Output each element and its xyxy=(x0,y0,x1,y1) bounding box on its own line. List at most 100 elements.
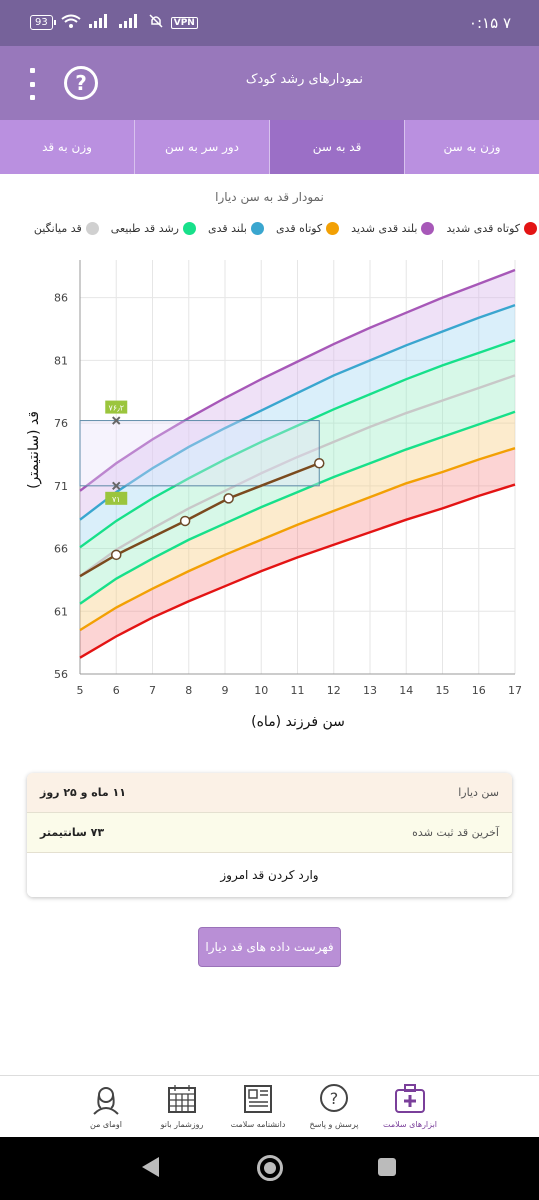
question-bubble-icon: ? xyxy=(320,1084,348,1112)
age-label: سن دیارا xyxy=(458,786,499,799)
legend-swatch xyxy=(421,222,435,235)
x-tick-label: 10 xyxy=(254,684,268,697)
legend-item: کوتاه قدی xyxy=(275,222,340,235)
percentile-curve xyxy=(79,447,516,632)
range-highlight xyxy=(79,420,320,487)
y-axis-label: قد (سانتیمتر) xyxy=(26,411,42,489)
woman-avatar-icon xyxy=(93,1087,119,1115)
tab-height-for-age[interactable]: قد به سن xyxy=(269,120,404,174)
x-tick-label: 11 xyxy=(291,684,305,697)
nav-qa[interactable]: ? پرسش و پاسخ xyxy=(289,1082,379,1129)
percentile-band xyxy=(80,270,515,520)
y-tick-label: 81 xyxy=(54,354,68,367)
muted-bell-icon xyxy=(149,14,163,31)
legend-swatch xyxy=(524,222,537,235)
home-icon[interactable] xyxy=(257,1155,283,1181)
status-bar: 93 VPN ۷ ۰:۱۵ xyxy=(0,0,539,46)
x-tick-label: 5 xyxy=(77,684,84,697)
age-row: سن دیارا ۱۱ ماه و ۲۵ روز xyxy=(27,773,512,813)
nav-label: پرسش و پاسخ xyxy=(309,1120,359,1129)
overflow-menu-icon[interactable] xyxy=(28,68,36,100)
marker-label: ۷۶٫۲ xyxy=(109,404,125,413)
legend-item: رشد قد طبیعی xyxy=(111,222,196,235)
page-title: نمودارهای رشد کودک xyxy=(245,72,363,87)
percentile-band xyxy=(80,305,515,548)
child-data-point xyxy=(314,457,325,469)
y-tick-label: 61 xyxy=(54,605,68,618)
percentile-curve xyxy=(79,483,516,659)
enter-height-button[interactable]: وارد کردن قد امروز xyxy=(27,853,512,897)
last-height-row: آخرین قد ثبت شده ۷۳ سانتیمتر xyxy=(27,813,512,853)
nav-label: دانشنامه سلامت xyxy=(230,1120,286,1129)
percentile-curve xyxy=(79,374,516,578)
svg-text:?: ? xyxy=(330,1089,339,1108)
percentile-curve xyxy=(79,410,516,605)
percentile-band xyxy=(80,448,515,658)
x-tick-label: 6 xyxy=(113,684,120,697)
percentile-band xyxy=(80,375,515,604)
y-tick-label: 66 xyxy=(54,543,68,556)
percentile-band xyxy=(80,411,515,631)
x-tick-label: 7 xyxy=(149,684,156,697)
x-tick-label: 16 xyxy=(472,684,486,697)
back-icon[interactable] xyxy=(142,1157,159,1177)
percentile-curve xyxy=(79,339,516,549)
percentile-band xyxy=(80,340,515,577)
x-axis-label: سن فرزند (ماه) xyxy=(251,714,345,730)
status-icons: 93 VPN xyxy=(30,14,198,31)
signal-icon xyxy=(88,14,111,31)
x-tick-label: 17 xyxy=(508,684,522,697)
x-tick-label: 9 xyxy=(222,684,229,697)
tab-weight-for-age[interactable]: وزن به سن xyxy=(404,120,539,174)
battery-icon: 93 xyxy=(30,15,56,30)
nav-health-tools[interactable]: ابزارهای سلامت xyxy=(365,1082,455,1129)
recent-apps-icon[interactable] xyxy=(378,1158,396,1176)
range-marker xyxy=(112,481,121,491)
legend-swatch xyxy=(250,222,264,235)
nav-calendar[interactable]: روزشمار بانو xyxy=(137,1082,227,1129)
child-data-point xyxy=(111,549,122,561)
legend-swatch xyxy=(183,222,196,235)
legend-label: کوتاه قدی شدید xyxy=(446,222,520,235)
nav-profile[interactable]: اومای من xyxy=(61,1082,151,1129)
help-icon[interactable]: ? xyxy=(64,66,98,100)
chart-legend: کوتاه قدی شدید بلند قدی شدید کوتاه قدی بلند… xyxy=(0,222,539,242)
wifi-icon xyxy=(61,14,81,31)
tab-weight-for-height[interactable]: وزن به قد xyxy=(42,140,92,154)
child-data-point xyxy=(223,493,234,504)
legend-swatch xyxy=(85,222,99,235)
legend-swatch xyxy=(326,222,340,235)
health-kit-icon xyxy=(395,1084,425,1113)
signal-icon-2 xyxy=(118,14,141,31)
nav-label: روزشمار بانو xyxy=(160,1120,204,1129)
last-height-value: ۷۳ سانتیمتر xyxy=(40,826,105,839)
chart-tabs: وزن به قد دور سر به سن قد به سن وزن به س… xyxy=(0,120,539,174)
marker-badge xyxy=(105,491,128,505)
legend-label: بلند قدی xyxy=(208,222,247,235)
y-tick-label: 86 xyxy=(54,292,68,305)
marker-label: ۷۱ xyxy=(112,495,121,504)
legend-label: بلند قدی شدید xyxy=(351,222,418,235)
clock: ۷ ۰:۱۵ xyxy=(468,14,511,32)
app-bar: ? نمودارهای رشد کودک xyxy=(0,46,539,120)
legend-item: بلند قدی xyxy=(208,222,264,235)
x-tick-label: 8 xyxy=(185,684,192,697)
y-tick-label: 76 xyxy=(54,417,68,430)
child-info-card: سن دیارا ۱۱ ماه و ۲۵ روز آخرین قد ثبت شد… xyxy=(27,773,512,897)
nav-encyclopedia[interactable]: دانشنامه سلامت xyxy=(213,1082,303,1129)
x-tick-label: 14 xyxy=(399,684,413,697)
tab-head-circumference[interactable]: دور سر به سن xyxy=(134,120,269,174)
y-tick-label: 71 xyxy=(54,480,68,493)
legend-item: بلند قدی شدید xyxy=(351,222,435,235)
legend-label: رشد قد طبیعی xyxy=(110,222,179,235)
x-tick-label: 12 xyxy=(327,684,341,697)
y-tick-label: 56 xyxy=(54,668,68,681)
height-list-button[interactable]: فهرست داده های قد دیارا xyxy=(198,927,341,967)
legend-label: کوتاه قدی xyxy=(275,222,323,235)
calendar-icon xyxy=(168,1085,196,1113)
chart-title: نمودار قد به سن دیارا xyxy=(215,190,324,204)
height-chart[interactable]: قد (سانتیمتر) سن فرزند (ماه) 5 6 7 8 9 10 11 12… xyxy=(0,250,539,740)
legend-item: کوتاه قدی شدید xyxy=(446,222,537,235)
system-nav-bar xyxy=(0,1137,539,1200)
x-tick-label: 13 xyxy=(363,684,377,697)
